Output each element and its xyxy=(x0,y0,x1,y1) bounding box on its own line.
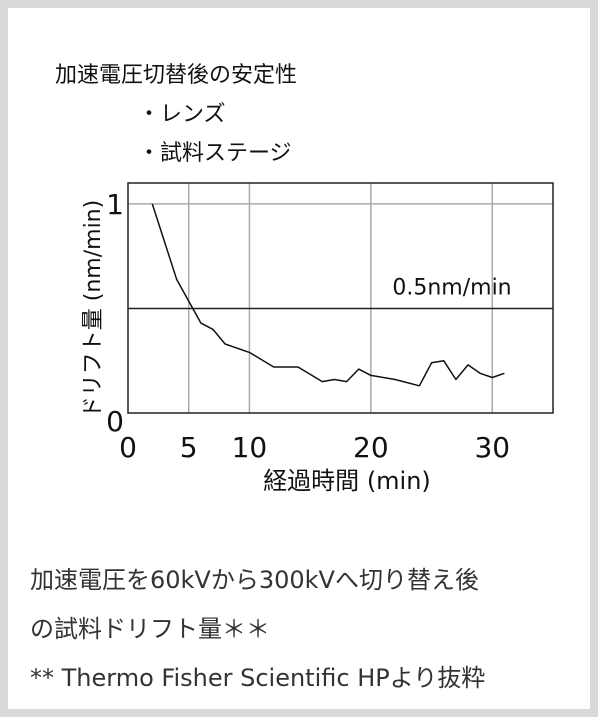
drift-series-line xyxy=(151,203,505,387)
y-axis-label: ドリフト量 (nm/min) xyxy=(81,200,106,418)
chart-subtitle-line-1: ・レンズ xyxy=(138,102,226,127)
figure-card: 加速電圧切替後の安定性 ・レンズ ・試料ステージ 0.5nm/min 0 5 10 20… xyxy=(8,8,590,709)
x-tick-label-5: 5 xyxy=(180,431,198,464)
plot-area: 0.5nm/min 0 5 10 20 30 0 1 xyxy=(106,182,554,464)
chart-title: 加速電圧切替後の安定性 xyxy=(55,63,297,88)
caption-line-2: の試料ドリフト量＊＊ xyxy=(30,615,270,643)
x-tick-label-0: 0 xyxy=(119,431,137,464)
x-tick-label-10: 10 xyxy=(232,431,268,464)
caption-line-1: 加速電圧を60kVから300kVへ切り替え後 xyxy=(30,566,479,594)
chart-subtitle-line-2: ・試料ステージ xyxy=(138,141,292,166)
x-tick-label-20: 20 xyxy=(353,431,389,464)
x-tick-label-30: 30 xyxy=(474,431,510,464)
plot-frame xyxy=(127,182,554,414)
reference-line-label: 0.5nm/min xyxy=(392,275,511,300)
figure-caption: 加速電圧を60kVから300kVへ切り替え後 の試料ドリフト量＊＊ ** The… xyxy=(30,556,580,703)
caption-line-3: ** Thermo Fisher Scientific HPより抜粋 xyxy=(30,664,486,692)
x-axis-label: 経過時間 (min) xyxy=(263,467,431,495)
y-tick-label-0: 0 xyxy=(106,405,124,438)
y-tick-label-1: 1 xyxy=(106,188,124,221)
